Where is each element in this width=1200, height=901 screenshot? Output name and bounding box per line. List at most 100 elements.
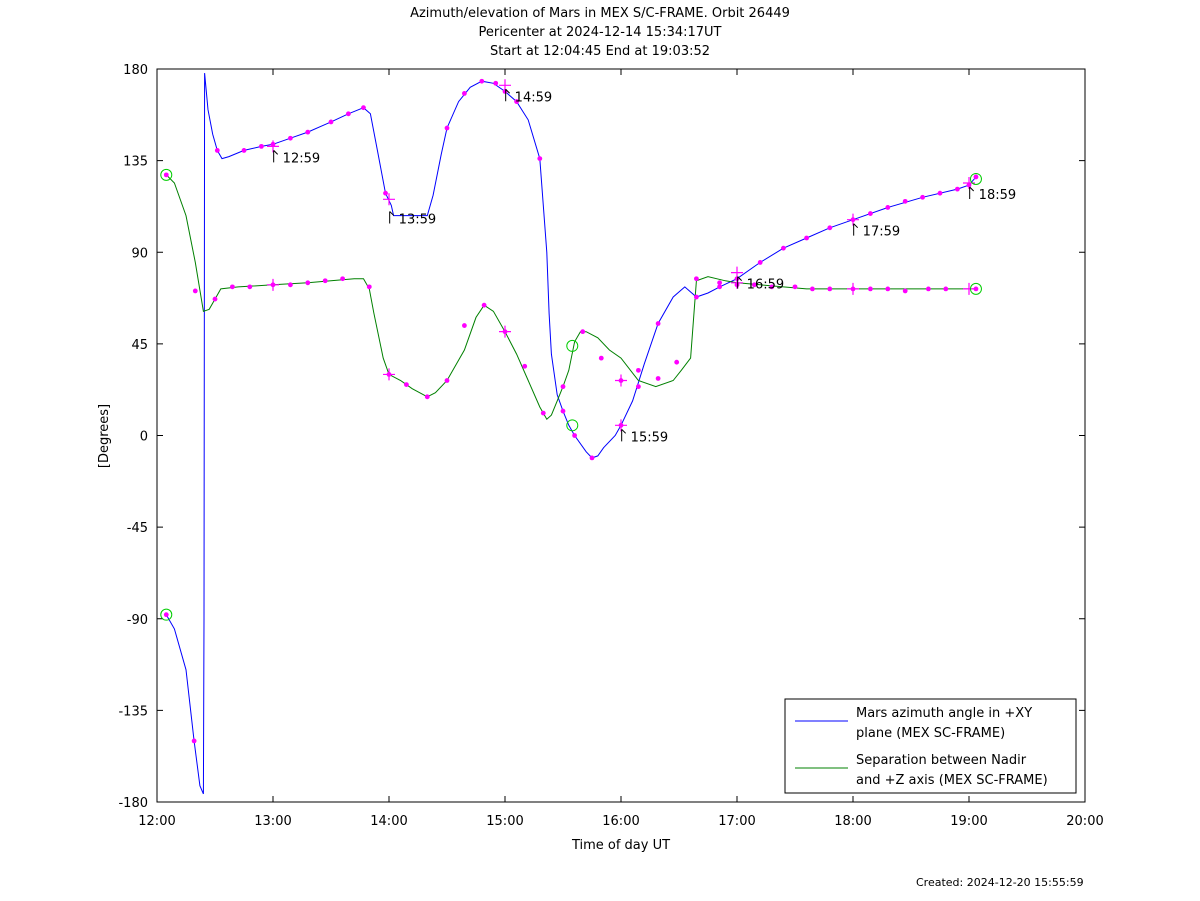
- x-axis-label: Time of day UT: [571, 838, 670, 853]
- hour-cross-marker: [615, 419, 627, 432]
- legend-label: plane (MEX SC-FRAME): [856, 726, 1005, 741]
- annotation-pointer: [969, 186, 975, 200]
- azimuth-point: [514, 99, 519, 104]
- azimuth-point: [589, 455, 595, 461]
- separation-point: [926, 286, 931, 292]
- time-annotation: 14:59: [515, 90, 552, 105]
- azimuth-point: [636, 367, 641, 373]
- azimuth-point: [383, 190, 388, 196]
- azimuth-point: [328, 119, 334, 125]
- azimuth-point: [361, 105, 366, 111]
- plot-frame: [156, 68, 1086, 803]
- x-tick-label: 15:00: [486, 814, 523, 829]
- separation-point: [322, 278, 328, 284]
- chart-title-line: Azimuth/elevation of Mars in MEX S/C-FRA…: [410, 6, 790, 21]
- time-annotation: 13:59: [399, 212, 436, 227]
- azimuth-point: [902, 198, 908, 204]
- separation-point: [885, 286, 891, 292]
- time-annotation: 16:59: [747, 278, 784, 293]
- legend-box: [784, 698, 1077, 794]
- azimuth-point: [694, 294, 699, 300]
- start-end-circle: [160, 168, 173, 181]
- x-tick-label: 19:00: [950, 814, 987, 829]
- legend-label: Separation between Nadir: [856, 753, 1027, 768]
- azimuth-point: [214, 148, 220, 153]
- separation-point: [769, 284, 775, 290]
- x-tick-label: 12:00: [138, 814, 175, 829]
- hour-cross-marker: [383, 193, 395, 206]
- azimuth-point: [462, 91, 467, 96]
- separation-point: [943, 286, 949, 292]
- separation-point: [305, 280, 311, 286]
- created-timestamp: Created: 2024-12-20 15:55:59: [916, 876, 1084, 889]
- separation-point: [522, 363, 528, 369]
- y-axis-label: [Degrees]: [97, 404, 112, 468]
- separation-point: [288, 282, 293, 288]
- separation-point: [404, 382, 409, 387]
- annotation-pointer: [853, 223, 859, 236]
- hour-cross-marker: [267, 278, 279, 291]
- y-tick-label: 0: [140, 430, 148, 445]
- azimuth-point: [572, 433, 577, 438]
- start-end-circle: [566, 339, 579, 352]
- separation-point: [717, 280, 722, 286]
- start-end-circle: [969, 172, 982, 185]
- azimuth-point: [537, 156, 543, 161]
- separation-point: [694, 276, 699, 282]
- separation-point: [655, 376, 661, 381]
- time-annotation: 12:59: [283, 151, 320, 166]
- chart-title-line: Start at 12:04:45 End at 19:03:52: [490, 44, 710, 59]
- separation-point: [973, 286, 979, 292]
- separation-point: [163, 172, 169, 178]
- separation-point: [212, 296, 218, 302]
- azimuth-point: [305, 129, 311, 135]
- hour-cross-marker: [731, 276, 743, 289]
- azimuth-point: [259, 143, 264, 149]
- y-tick-label: -135: [118, 704, 148, 719]
- separation-point: [444, 378, 450, 383]
- annotation-pointer: [621, 428, 627, 442]
- azimuth-point: [655, 321, 661, 326]
- hour-cross-marker: [963, 282, 975, 295]
- y-tick-label: 180: [123, 63, 148, 78]
- time-annotation: 17:59: [863, 225, 900, 240]
- annotation-pointer: [389, 211, 395, 224]
- time-annotation: 15:59: [631, 430, 668, 445]
- hour-cross-marker: [499, 79, 511, 92]
- legend-label: Mars azimuth angle in +XY: [856, 706, 1032, 721]
- annotation-pointer: [505, 88, 511, 102]
- separation-point: [462, 323, 467, 328]
- azimuth-point: [885, 205, 891, 210]
- azimuth-point: [560, 408, 566, 414]
- y-tick-label: -90: [127, 613, 148, 628]
- separation-point: [540, 410, 546, 416]
- azimuth-point: [444, 125, 450, 131]
- chart-title-line: Pericenter at 2024-12-14 15:34:17UT: [478, 25, 721, 40]
- azimuth-point: [191, 738, 197, 744]
- azimuth-point: [346, 111, 351, 117]
- separation-point: [827, 286, 833, 292]
- x-tick-label: 17:00: [718, 814, 755, 829]
- azimuth-point: [163, 612, 169, 618]
- azimuth-point: [920, 194, 925, 200]
- separation-point: [752, 282, 757, 288]
- azimuth-point: [955, 186, 960, 192]
- y-tick-label: 135: [123, 155, 148, 170]
- separation-point: [560, 384, 566, 390]
- hour-cross-marker: [963, 177, 975, 190]
- azimuth-point: [973, 174, 979, 180]
- separation-point: [580, 329, 586, 335]
- separation-point: [902, 288, 908, 294]
- separation-point: [230, 284, 235, 290]
- separation-point: [868, 286, 873, 292]
- hour-cross-marker: [267, 140, 279, 153]
- annotation-pointer: [273, 150, 279, 163]
- separation-point: [247, 284, 253, 290]
- start-end-circle: [160, 608, 173, 621]
- azimuth-point: [479, 78, 485, 84]
- start-end-circle: [566, 419, 579, 432]
- hour-cross-marker: [731, 266, 743, 279]
- hour-cross-marker: [615, 374, 627, 387]
- x-tick-label: 20:00: [1066, 814, 1103, 829]
